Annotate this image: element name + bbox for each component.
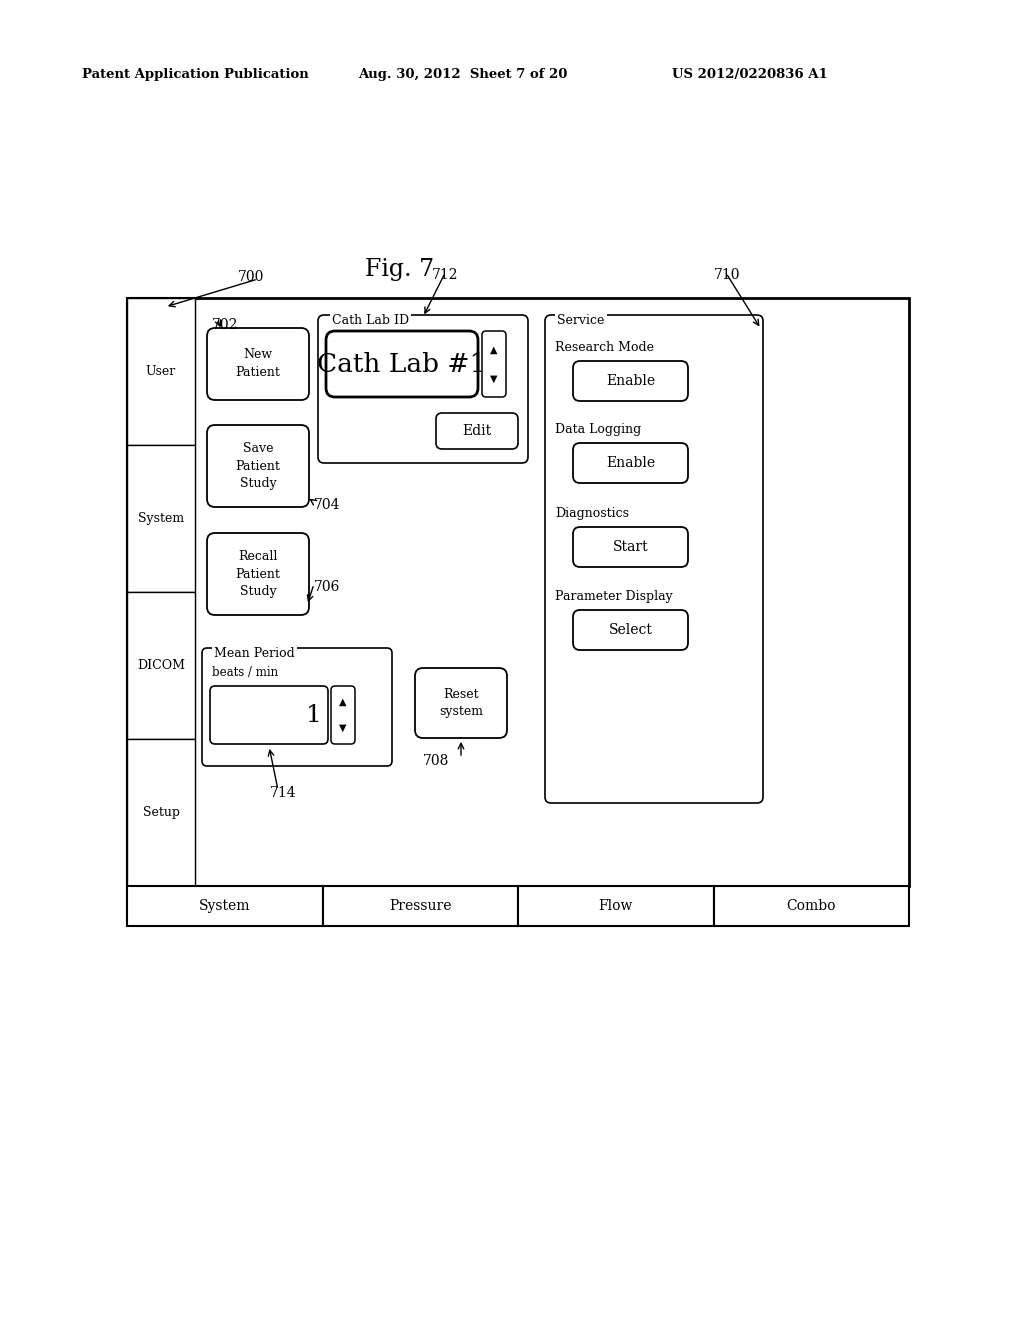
Text: US 2012/0220836 A1: US 2012/0220836 A1 [672, 69, 827, 81]
Text: Select: Select [608, 623, 652, 638]
Text: 714: 714 [270, 785, 297, 800]
Bar [127, 298, 195, 886]
FancyBboxPatch shape [331, 686, 355, 744]
Text: Edit: Edit [463, 424, 492, 438]
Text: Parameter Display: Parameter Display [555, 590, 673, 603]
Text: User: User [145, 366, 176, 378]
Text: Start: Start [612, 540, 648, 554]
Text: Mean Period: Mean Period [214, 647, 295, 660]
Bar [127, 445, 195, 591]
FancyBboxPatch shape [202, 648, 392, 766]
Text: Pressure: Pressure [389, 899, 452, 913]
Bar [127, 298, 195, 445]
FancyBboxPatch shape [415, 668, 507, 738]
Text: Research Mode: Research Mode [555, 341, 654, 354]
Text: Flow: Flow [599, 899, 633, 913]
FancyBboxPatch shape [573, 527, 688, 568]
Bar [518, 886, 714, 927]
Text: Reset
system: Reset system [439, 688, 483, 718]
Text: beats / min: beats / min [212, 667, 279, 678]
FancyBboxPatch shape [545, 315, 763, 803]
FancyBboxPatch shape [573, 444, 688, 483]
Text: Fig. 7: Fig. 7 [366, 257, 434, 281]
Text: ▼: ▼ [490, 374, 498, 384]
Text: 708: 708 [423, 754, 450, 768]
Text: Setup: Setup [142, 807, 179, 818]
Text: DICOM: DICOM [137, 659, 185, 672]
Bar [714, 886, 909, 927]
Text: 706: 706 [314, 579, 340, 594]
Text: 710: 710 [714, 268, 740, 282]
Text: Cath Lab #1: Cath Lab #1 [317, 351, 486, 376]
Bar [323, 886, 518, 927]
Text: 712: 712 [432, 268, 459, 282]
Bar [127, 298, 909, 886]
Text: Diagnostics: Diagnostics [555, 507, 629, 520]
Text: 702: 702 [212, 318, 239, 333]
Bar [127, 739, 195, 886]
Bar [127, 591, 195, 739]
FancyBboxPatch shape [436, 413, 518, 449]
Text: Cath Lab ID: Cath Lab ID [332, 314, 410, 327]
Bar [127, 886, 323, 927]
Text: ▲: ▲ [490, 345, 498, 355]
Text: Patent Application Publication: Patent Application Publication [82, 69, 309, 81]
FancyBboxPatch shape [482, 331, 506, 397]
Text: Service: Service [557, 314, 604, 327]
FancyBboxPatch shape [207, 425, 309, 507]
FancyBboxPatch shape [318, 315, 528, 463]
FancyBboxPatch shape [210, 686, 328, 744]
FancyBboxPatch shape [207, 533, 309, 615]
Text: 700: 700 [238, 271, 264, 284]
Text: Combo: Combo [786, 899, 836, 913]
Text: Enable: Enable [606, 455, 655, 470]
Text: Enable: Enable [606, 374, 655, 388]
FancyBboxPatch shape [573, 360, 688, 401]
FancyBboxPatch shape [326, 331, 478, 397]
Text: 704: 704 [314, 498, 341, 512]
Text: ▼: ▼ [339, 723, 347, 733]
Text: ▲: ▲ [339, 697, 347, 708]
Text: Data Logging: Data Logging [555, 422, 641, 436]
Text: Aug. 30, 2012  Sheet 7 of 20: Aug. 30, 2012 Sheet 7 of 20 [358, 69, 567, 81]
Text: New
Patient: New Patient [236, 348, 281, 380]
FancyBboxPatch shape [207, 327, 309, 400]
Text: 1: 1 [306, 704, 322, 726]
Text: System: System [138, 512, 184, 525]
FancyBboxPatch shape [573, 610, 688, 649]
Text: Save
Patient
Study: Save Patient Study [236, 441, 281, 491]
Text: Recall
Patient
Study: Recall Patient Study [236, 549, 281, 598]
Text: System: System [199, 899, 251, 913]
